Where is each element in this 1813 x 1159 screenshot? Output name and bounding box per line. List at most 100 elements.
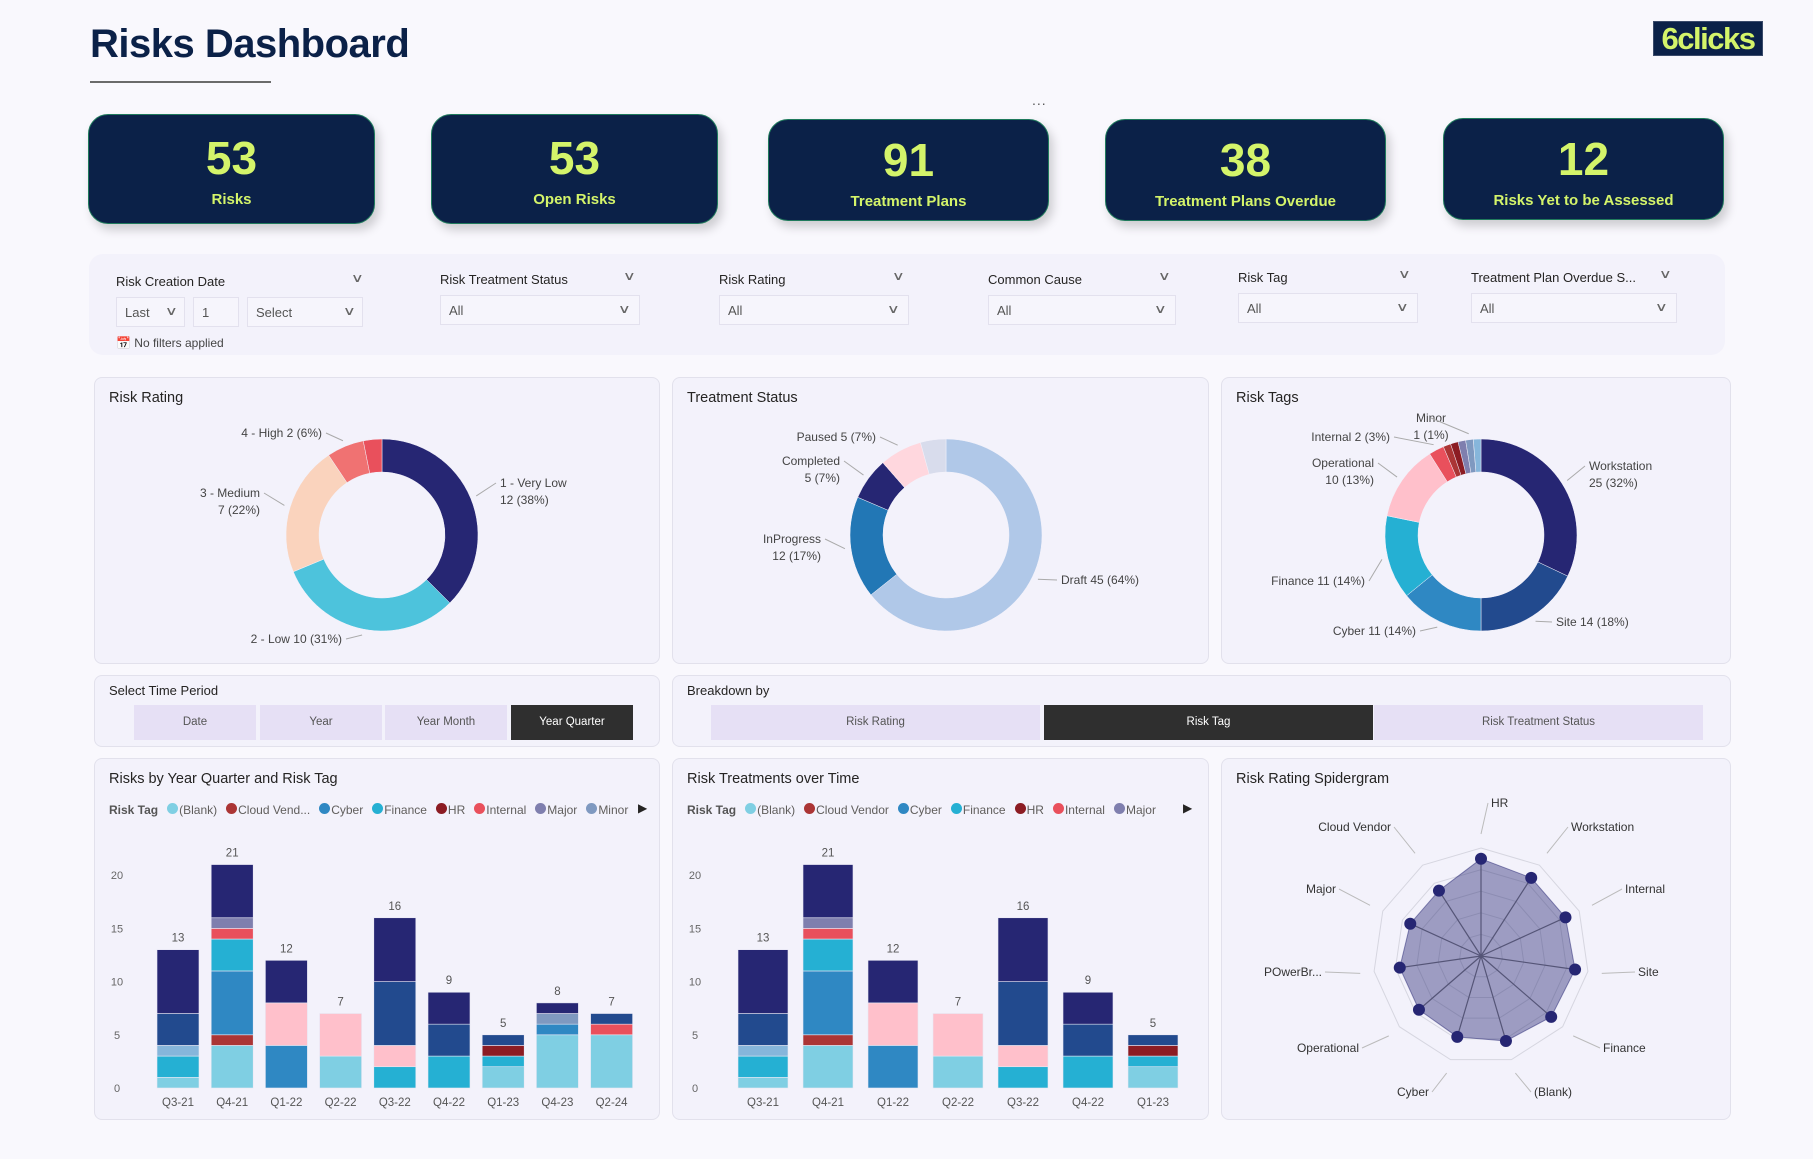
risk-treatment-status-select[interactable]: All ∨: [440, 295, 640, 325]
leader-line: [1566, 465, 1586, 481]
kpi-label: Risks Yet to be Assessed: [1493, 192, 1674, 209]
kpi-value: 53: [205, 132, 258, 184]
radar-spoke: [1438, 890, 1482, 957]
legend-swatch: [745, 803, 757, 814]
radar-point: [1451, 1030, 1464, 1043]
slice-label: 4 - High 2 (6%): [241, 426, 322, 440]
leader-line: [475, 482, 497, 497]
date-mode-select[interactable]: Last ∨: [116, 297, 185, 327]
bar-segment: [481, 1055, 525, 1068]
slice-label: InProgress: [763, 532, 821, 546]
leader-line: [843, 460, 864, 476]
bar-segment: [1127, 1034, 1179, 1046]
bar-segment: [997, 981, 1049, 1046]
donut-slice: [381, 438, 479, 604]
legend-item[interactable]: HR: [431, 803, 465, 817]
bar-segment: [373, 917, 417, 982]
radar-point: [1432, 884, 1445, 897]
bar-total-label: 13: [757, 933, 770, 945]
treatment-plan-overdue-select[interactable]: All ∨: [1471, 293, 1677, 323]
legend-item[interactable]: Finance: [367, 803, 427, 817]
donut-slice: [870, 438, 1043, 632]
time-period-option-date[interactable]: Date: [134, 705, 256, 740]
treatment-status-donut: Draft 45 (64%) InProgress 12 (17%) Complete…: [763, 430, 1139, 632]
chevron-down-icon: ∨: [1154, 302, 1168, 316]
chevron-down-icon[interactable]: ∨: [350, 271, 364, 285]
chevron-down-icon[interactable]: ∨: [1397, 267, 1411, 281]
date-count-input[interactable]: 1: [193, 297, 239, 327]
time-period-slicer: Select Time Period Date Year Year Month Yea…: [94, 675, 660, 747]
legend-item[interactable]: Minor: [581, 803, 628, 817]
bar-segment: [802, 970, 854, 1036]
bar-segment: [265, 1002, 308, 1046]
time-period-option-year[interactable]: Year: [260, 705, 382, 740]
bar-segment: [802, 928, 854, 940]
legend-item[interactable]: Internal: [469, 803, 526, 817]
bar-segment: [156, 949, 200, 1014]
slicer-title: Select Time Period: [109, 683, 219, 698]
radar-leader-line: [1393, 826, 1416, 854]
chevron-down-icon[interactable]: ∨: [1157, 269, 1171, 283]
time-period-option-year-quarter[interactable]: Year Quarter: [511, 705, 633, 740]
bar-segment: [867, 1002, 919, 1046]
legend-item[interactable]: Major: [530, 803, 577, 817]
legend-item[interactable]: Finance: [946, 803, 1006, 817]
legend-item[interactable]: Major: [1109, 803, 1156, 817]
slice-label: Workstation: [1589, 459, 1652, 473]
bar-segment: [319, 1013, 362, 1057]
legend-item[interactable]: Cloud Vendor: [799, 803, 889, 817]
bar-segment: [590, 1034, 633, 1089]
select-value: All: [1480, 301, 1495, 316]
slice-label: Operational: [1312, 456, 1374, 470]
slice-label: 5 (7%): [805, 471, 840, 485]
legend-item[interactable]: Internal: [1048, 803, 1105, 817]
radar-grid-ring: [1416, 890, 1546, 1019]
date-unit-value: Select: [256, 305, 293, 320]
y-tick-label: 10: [111, 977, 123, 989]
bar-total-label: 21: [822, 848, 835, 860]
legend-swatch: [435, 803, 447, 814]
legend-item[interactable]: (Blank): [740, 803, 795, 817]
kpi-value: 12: [1557, 133, 1610, 185]
radar-leader-line: [1338, 888, 1371, 906]
leader-line: [325, 432, 344, 442]
breakdown-option-risk-tag[interactable]: Risk Tag: [1044, 705, 1373, 740]
y-tick-label: 5: [692, 1030, 698, 1042]
risks-by-quarter-chart: 0 5 10 15 20 13 Q3-21 21 Q4-21 12 Q1-22 7 Q2-22 16 Q3-…: [111, 848, 633, 1109]
bar-segment: [427, 1023, 471, 1057]
legend-item[interactable]: Cyber: [893, 803, 942, 817]
legend-item[interactable]: HR: [1010, 803, 1044, 817]
risk-rating-select[interactable]: All ∨: [719, 295, 909, 325]
x-tick-label: Q4-22: [1072, 1097, 1104, 1109]
legend-next-arrow-icon[interactable]: ▶: [638, 801, 648, 815]
bar-segment: [1062, 991, 1114, 1025]
legend-item[interactable]: Cloud Vend...: [221, 803, 310, 817]
chevron-down-icon[interactable]: ∨: [891, 269, 905, 283]
x-tick-label: Q1-23: [487, 1097, 519, 1109]
slice-label: 12 (38%): [500, 493, 549, 507]
risk-tag-select[interactable]: All ∨: [1238, 293, 1418, 323]
breakdown-option-risk-treatment-status[interactable]: Risk Treatment Status: [1374, 705, 1703, 740]
bar-segment: [427, 991, 471, 1025]
chevron-down-icon[interactable]: ∨: [1658, 267, 1672, 281]
legend-item[interactable]: (Blank): [162, 803, 217, 817]
bar-segment: [802, 1045, 854, 1089]
bar-segment: [997, 1045, 1049, 1068]
date-unit-select[interactable]: Select ∨: [247, 297, 363, 327]
bar-segment: [1127, 1055, 1179, 1068]
breakdown-option-risk-rating[interactable]: Risk Rating: [711, 705, 1040, 740]
slice-label: 3 - Medium: [200, 486, 260, 500]
radar-axis-label: Cyber: [1397, 1085, 1429, 1099]
legend-next-arrow-icon[interactable]: ▶: [1183, 801, 1193, 815]
legend-item[interactable]: Cyber: [314, 803, 363, 817]
legend-swatch: [897, 803, 909, 814]
common-cause-select[interactable]: All ∨: [988, 295, 1176, 325]
radar-axis-label: POwerBr...: [1264, 965, 1322, 979]
more-options-icon[interactable]: ...: [1032, 92, 1047, 108]
time-period-option-year-month[interactable]: Year Month: [385, 705, 507, 740]
chevron-down-icon[interactable]: ∨: [622, 269, 636, 283]
filter-status-text: No filters applied: [134, 336, 224, 350]
chevron-down-icon: ∨: [618, 302, 632, 316]
bar-segment: [737, 1055, 789, 1078]
bar-segment: [210, 864, 254, 919]
